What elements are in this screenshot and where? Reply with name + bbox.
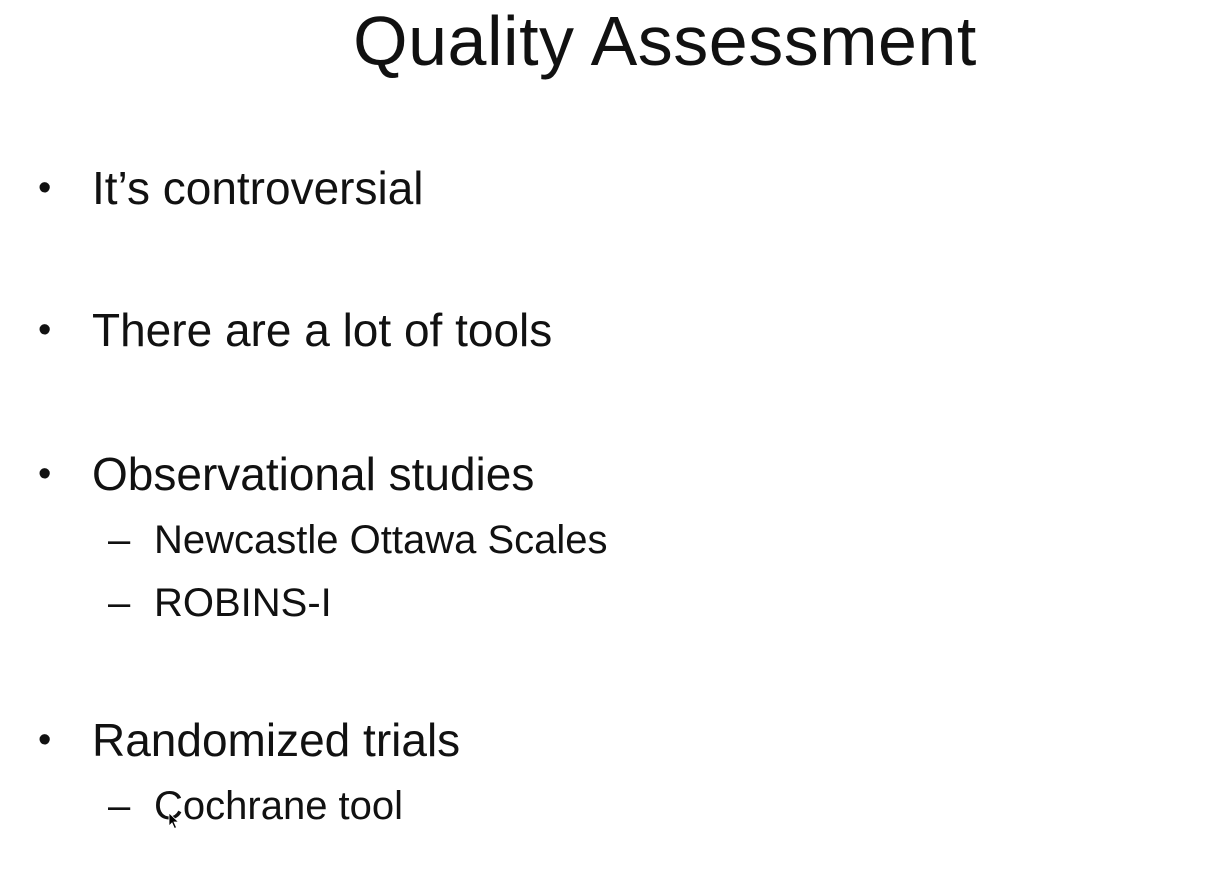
bullet-item: • There are a lot of tools [38,302,552,358]
sub-bullet-text: ROBINS-I [154,581,332,625]
bullet-marker: • [38,167,52,209]
bullet-text: Randomized trials [92,714,461,766]
bullet-marker: • [38,309,52,351]
sub-bullet-item: – ROBINS-I [108,578,332,628]
sub-bullet-marker: – [108,784,131,828]
bullet-item: • It’s controversial [38,160,424,216]
mouse-pointer-icon [168,812,180,830]
sub-bullet-item: – Newcastle Ottawa Scales [108,515,608,565]
bullet-marker: • [38,719,52,761]
bullet-marker: • [38,453,52,495]
bullet-item: • Randomized trials [38,712,460,768]
bullet-item: • Observational studies [38,446,534,502]
sub-bullet-text: Newcastle Ottawa Scales [154,518,608,562]
slide-title: Quality Assessment [353,2,977,80]
sub-bullet-marker: – [108,581,131,625]
sub-bullet-marker: – [108,518,131,562]
sub-bullet-text: Cochrane tool [154,784,404,828]
bullet-text: There are a lot of tools [92,304,553,356]
bullet-text: Observational studies [92,448,535,500]
bullet-text: It’s controversial [92,162,424,214]
sub-bullet-item: – Cochrane tool [108,781,403,831]
